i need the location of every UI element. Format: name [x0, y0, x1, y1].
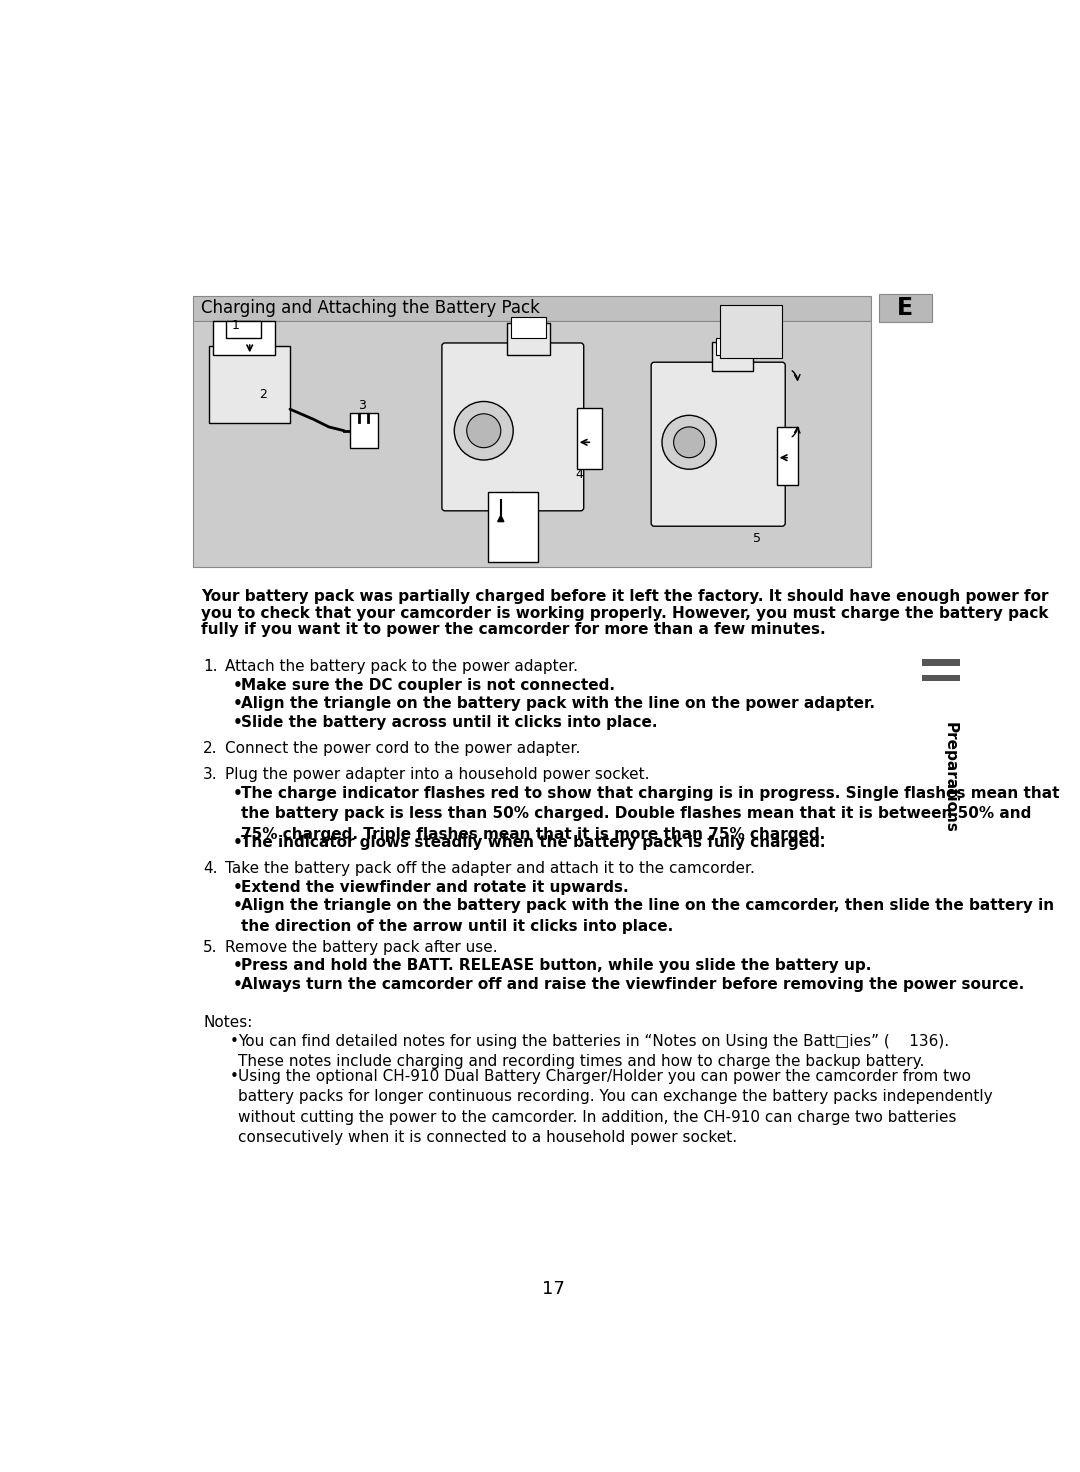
- Text: •: •: [232, 880, 243, 895]
- Text: 17: 17: [542, 1281, 565, 1298]
- FancyBboxPatch shape: [442, 343, 583, 511]
- Text: Remove the battery pack after use.: Remove the battery pack after use.: [225, 939, 498, 955]
- Text: Align the triangle on the battery pack with the line on the power adapter.: Align the triangle on the battery pack w…: [241, 696, 875, 711]
- Text: fully if you want it to power the camcorder for more than a few minutes.: fully if you want it to power the camcor…: [201, 623, 825, 637]
- Bar: [777, 427, 798, 484]
- Text: •: •: [230, 1069, 239, 1083]
- Text: 4.: 4.: [203, 861, 218, 876]
- Text: The charge indicator flashes red to show that charging is in progress. Single fl: The charge indicator flashes red to show…: [241, 786, 1059, 842]
- Text: The indicator glows steadily when the battery pack is fully charged.: The indicator glows steadily when the ba…: [241, 835, 826, 849]
- Text: you to check that your camcorder is working properly. However, you must charge t: you to check that your camcorder is work…: [201, 605, 1049, 621]
- Bar: [879, 294, 932, 322]
- Text: 3.: 3.: [203, 767, 218, 782]
- Text: Plug the power adapter into a household power socket.: Plug the power adapter into a household …: [225, 767, 649, 782]
- Bar: [208, 346, 291, 422]
- Circle shape: [662, 415, 716, 470]
- Text: Connect the power cord to the power adapter.: Connect the power cord to the power adap…: [225, 740, 580, 757]
- Text: Charging and Attaching the Battery Pack: Charging and Attaching the Battery Pack: [201, 299, 540, 318]
- Bar: [511, 316, 545, 339]
- Text: E: E: [897, 296, 914, 321]
- Bar: [193, 296, 872, 321]
- Text: 4: 4: [576, 468, 583, 481]
- Text: Your battery pack was partially charged before it left the factory. It should ha: Your battery pack was partially charged …: [201, 589, 1049, 604]
- Bar: [720, 305, 782, 358]
- Text: Press and hold the BATT. RELEASE button, while you slide the battery up.: Press and hold the BATT. RELEASE button,…: [241, 958, 872, 973]
- Text: •: •: [232, 696, 243, 711]
- Bar: [227, 321, 260, 339]
- Bar: [193, 321, 872, 567]
- Text: Align the triangle on the battery pack with the line on the camcorder, then slid: Align the triangle on the battery pack w…: [241, 898, 1054, 933]
- Text: •: •: [232, 715, 243, 730]
- Text: Slide the battery across until it clicks into place.: Slide the battery across until it clicks…: [241, 715, 658, 730]
- Text: •: •: [230, 1033, 239, 1048]
- Text: 3: 3: [359, 399, 366, 412]
- Text: Extend the viewfinder and rotate it upwards.: Extend the viewfinder and rotate it upwa…: [241, 880, 629, 895]
- Text: •: •: [232, 835, 243, 849]
- Text: Attach the battery pack to the power adapter.: Attach the battery pack to the power ada…: [225, 659, 578, 674]
- Text: •: •: [232, 679, 243, 693]
- Text: You can find detailed notes for using the batteries in “Notes on Using the Batt□: You can find detailed notes for using th…: [238, 1033, 949, 1069]
- Bar: [350, 414, 378, 447]
- Circle shape: [674, 427, 704, 458]
- Text: Preparations: Preparations: [943, 721, 958, 833]
- Text: Make sure the DC coupler is not connected.: Make sure the DC coupler is not connecte…: [241, 679, 616, 693]
- Bar: [921, 674, 960, 682]
- Text: 1.: 1.: [203, 659, 218, 674]
- Text: •: •: [232, 958, 243, 973]
- Polygon shape: [498, 515, 504, 521]
- Text: Take the battery pack off the adapter and attach it to the camcorder.: Take the battery pack off the adapter an…: [225, 861, 755, 876]
- Circle shape: [455, 402, 513, 459]
- Bar: [713, 342, 753, 371]
- Text: •: •: [232, 786, 243, 801]
- Circle shape: [467, 414, 501, 447]
- Text: 5.: 5.: [203, 939, 218, 955]
- Bar: [213, 321, 274, 355]
- Bar: [921, 659, 960, 665]
- Bar: [716, 339, 748, 355]
- Text: •: •: [232, 898, 243, 913]
- Text: 1: 1: [232, 319, 240, 333]
- Bar: [577, 408, 602, 470]
- FancyBboxPatch shape: [651, 362, 785, 526]
- Text: Always turn the camcorder off and raise the viewfinder before removing the power: Always turn the camcorder off and raise …: [241, 976, 1025, 992]
- Text: Notes:: Notes:: [203, 1016, 253, 1030]
- Text: Using the optional CH-910 Dual Battery Charger/Holder you can power the camcorde: Using the optional CH-910 Dual Battery C…: [238, 1069, 993, 1145]
- Text: •: •: [232, 976, 243, 992]
- Bar: [507, 322, 550, 355]
- Text: 2: 2: [259, 389, 267, 402]
- Text: 5: 5: [754, 533, 761, 546]
- Bar: [488, 492, 538, 562]
- Text: 2.: 2.: [203, 740, 218, 757]
